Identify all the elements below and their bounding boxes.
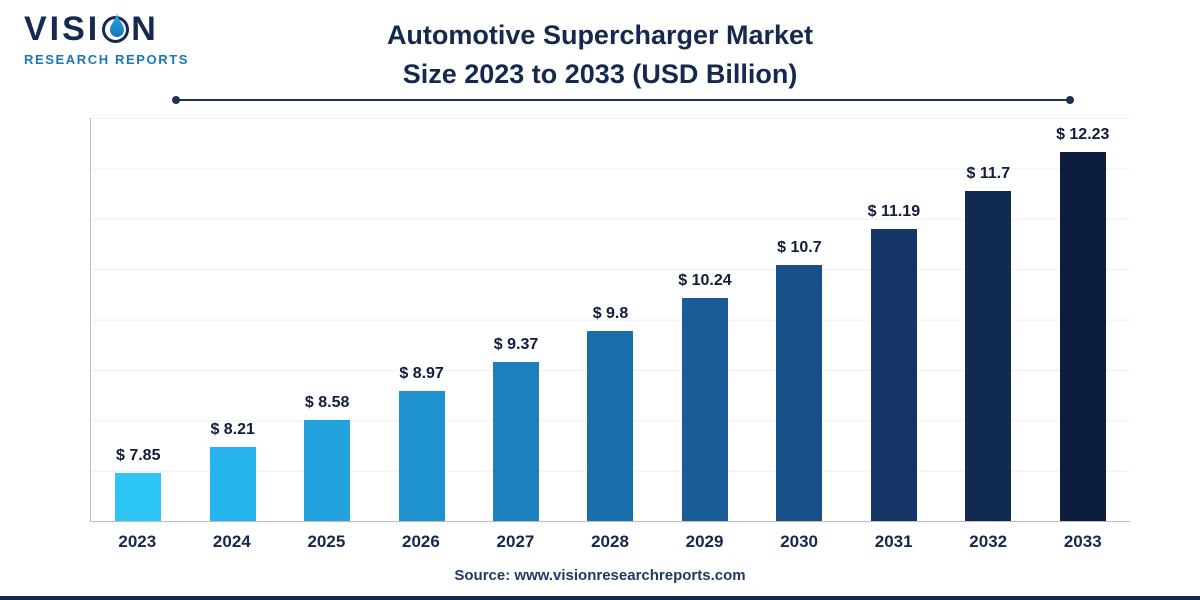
bar-2028 — [587, 330, 634, 521]
bar-column-2025: $ 8.58 — [280, 118, 374, 521]
x-axis-label-2033: 2033 — [1063, 532, 1102, 551]
plot-area: $ 7.85 $ 8.21 $ 8.58 $ 8.97 $ 9.37 $ 9.8 $ 10.… — [90, 118, 1130, 522]
logo-subtitle: RESEARCH REPORTS — [24, 52, 190, 67]
x-labels-row: 2023 2024 2025 2026 2027 2028 2029 2030 2031 2032… — [90, 523, 1130, 555]
bar-column-2027: $ 9.37 — [469, 118, 563, 521]
x-axis-label-2025: 2025 — [307, 532, 346, 551]
bars-row: $ 7.85 $ 8.21 $ 8.58 $ 8.97 $ 9.37 $ 9.8 $ 10.… — [91, 118, 1130, 521]
x-axis-label-2030: 2030 — [780, 532, 819, 551]
bar-2030 — [776, 264, 823, 521]
bar-column-2024: $ 8.21 — [185, 118, 279, 521]
bar-2032 — [965, 191, 1012, 521]
bar-column-2033: $ 12.23 — [1036, 118, 1130, 521]
vision-research-reports-logo: VISI N RESEARCH REPORTS — [24, 10, 189, 67]
bar-2027 — [493, 362, 540, 521]
logo-droplet-icon — [102, 13, 130, 43]
x-axis-label-2027: 2027 — [496, 532, 535, 551]
x-axis-label-2026: 2026 — [402, 532, 440, 551]
chart-title-line2: Size 2023 to 2033 (USD Billion) — [402, 59, 798, 90]
bar-value-label-2027: $ 9.37 — [493, 336, 539, 354]
bar-2025 — [304, 419, 351, 521]
bottom-accent-bar — [0, 596, 1200, 600]
bar-value-label-2023: $ 7.85 — [115, 447, 161, 465]
bar-column-2026: $ 8.97 — [374, 118, 468, 521]
bar-2023 — [115, 473, 162, 521]
x-axis-label-2029: 2029 — [685, 532, 724, 551]
chart-title-line1: Automotive Supercharger Market — [386, 20, 814, 50]
bar-2033 — [1059, 152, 1106, 521]
bar-column-2030: $ 10.7 — [752, 118, 846, 521]
bar-column-2031: $ 11.19 — [847, 118, 941, 521]
x-axis-label-2023: 2023 — [118, 532, 157, 551]
bar-2024 — [209, 447, 256, 521]
bar-column-2028: $ 9.8 — [563, 118, 657, 521]
bar-column-2023: $ 7.85 — [91, 118, 185, 521]
source-text: Source: www.visionresearchreports.com — [454, 567, 746, 584]
x-axis-label-2031: 2031 — [874, 532, 913, 551]
logo-text-part2: N — [131, 10, 159, 48]
bar-value-label-2025: $ 8.58 — [304, 393, 350, 411]
logo-wordmark: VISI N — [24, 10, 189, 49]
bar-2029 — [681, 298, 728, 521]
bar-2026 — [398, 391, 445, 521]
bar-value-label-2026: $ 8.97 — [399, 365, 444, 383]
x-axis-label-2032: 2032 — [969, 532, 1008, 551]
x-axis-label-2024: 2024 — [212, 532, 251, 551]
bar-column-2032: $ 11.7 — [941, 118, 1035, 521]
chart-title: Automotive Supercharger Market Size 2023… — [0, 16, 1200, 94]
bar-2031 — [870, 228, 917, 521]
bar-value-label-2030: $ 10.7 — [777, 238, 822, 256]
bar-value-label-2028: $ 9.8 — [592, 304, 629, 322]
bar-value-label-2024: $ 8.21 — [210, 421, 255, 439]
logo-text-part1: VISI — [24, 10, 101, 48]
bar-value-label-2029: $ 10.24 — [678, 272, 732, 290]
bar-column-2029: $ 10.24 — [658, 118, 752, 521]
bar-value-label-2031: $ 11.19 — [867, 202, 921, 220]
bar-value-label-2032: $ 11.7 — [966, 165, 1011, 183]
bar-value-label-2033: $ 12.23 — [1056, 126, 1110, 144]
x-axis-label-2028: 2028 — [591, 532, 629, 551]
title-divider-line — [172, 96, 1074, 104]
